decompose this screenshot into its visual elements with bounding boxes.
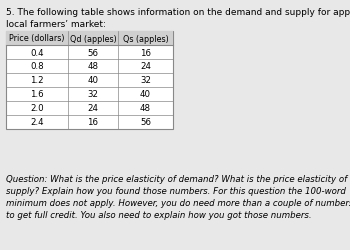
Text: 1.6: 1.6	[30, 90, 44, 99]
Bar	[6, 32, 173, 130]
Text: 16: 16	[140, 48, 151, 57]
Text: 1.2: 1.2	[30, 76, 44, 85]
Text: local farmers’ market:: local farmers’ market:	[6, 20, 106, 29]
Text: 24: 24	[140, 62, 151, 71]
Text: 24: 24	[88, 104, 98, 113]
Text: 56: 56	[88, 48, 98, 57]
Text: 32: 32	[88, 90, 98, 99]
Text: 40: 40	[140, 90, 151, 99]
Text: Price (dollars): Price (dollars)	[9, 34, 65, 43]
Text: 0.8: 0.8	[30, 62, 44, 71]
Text: 2.4: 2.4	[30, 118, 44, 127]
Text: 32: 32	[140, 76, 151, 85]
Text: 48: 48	[88, 62, 98, 71]
Text: 16: 16	[88, 118, 98, 127]
Text: 48: 48	[140, 104, 151, 113]
Text: Qd (apples): Qd (apples)	[70, 34, 116, 43]
Text: Qs (apples): Qs (apples)	[122, 34, 168, 43]
Text: Question: What is the price elasticity of demand? What is the price elasticity o: Question: What is the price elasticity o…	[6, 174, 350, 220]
Bar	[6, 32, 173, 46]
Text: 2.0: 2.0	[30, 104, 44, 113]
Text: 40: 40	[88, 76, 98, 85]
Text: 56: 56	[140, 118, 151, 127]
Text: 5. The following table shows information on the demand and supply for apples at : 5. The following table shows information…	[6, 8, 350, 17]
Text: 0.4: 0.4	[30, 48, 44, 57]
